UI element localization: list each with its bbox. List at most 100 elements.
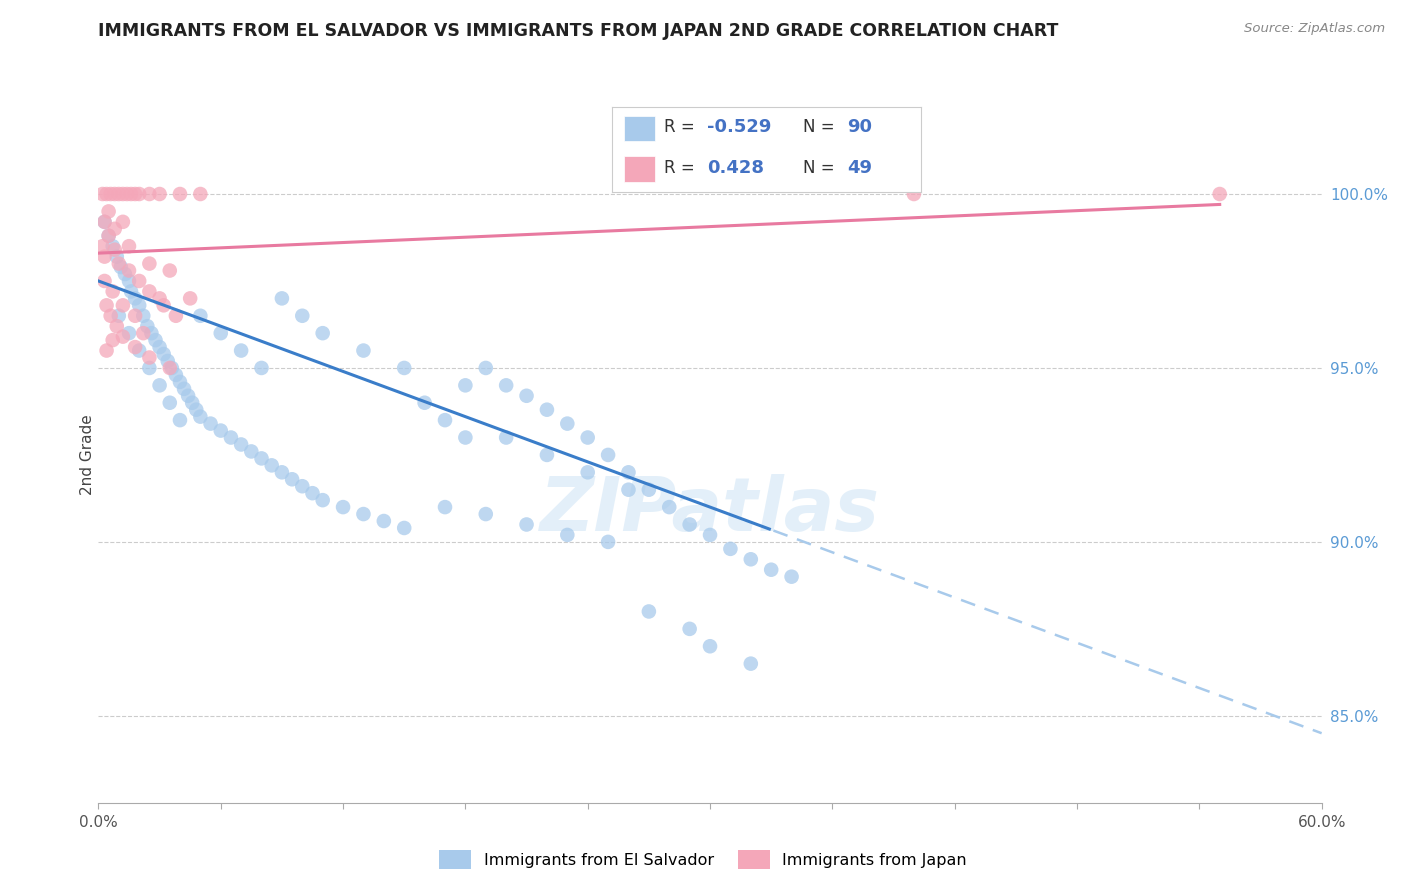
Text: 49: 49 [846,159,872,177]
Point [105,250,128,264]
Point [165,368,187,382]
Point [454,430,477,444]
Point [250,451,273,466]
Point [118,239,141,253]
Point [392,521,416,535]
Point [474,507,498,521]
Point [104,186,127,201]
Point [118,263,141,277]
Point [96,186,118,201]
Text: 0.428: 0.428 [707,159,765,177]
Point [699,528,721,542]
Point [231,343,253,358]
Point [291,309,314,323]
Point [903,186,925,201]
Point [91,186,114,201]
Point [105,319,128,334]
Point [413,395,436,409]
Point [101,285,124,299]
Point [169,186,191,201]
Point [188,409,212,424]
Point [516,517,538,532]
Point [392,360,416,375]
Point [181,395,204,409]
Text: -0.529: -0.529 [707,119,772,136]
Point [454,378,477,392]
Point [516,389,538,403]
Point [638,604,661,618]
Point [108,186,131,201]
Point [433,413,456,427]
Bar [624,156,655,182]
Text: ZIPatlas: ZIPatlas [540,474,880,547]
Point [169,413,191,427]
Point [638,483,661,497]
Point [156,354,179,368]
Point [93,215,115,229]
Point [115,186,138,201]
Point [96,343,118,358]
Point [128,343,150,358]
Point [101,239,124,253]
Point [699,639,721,653]
Point [1208,186,1232,201]
Text: Source: ZipAtlas.com: Source: ZipAtlas.com [1244,22,1385,36]
Point [152,347,174,361]
Point [576,465,599,479]
Point [281,472,304,486]
Point [759,563,782,577]
Point [270,465,294,479]
Point [740,552,762,566]
Point [128,186,150,201]
Legend: Immigrants from El Salvador, Immigrants from Japan: Immigrants from El Salvador, Immigrants … [433,844,973,875]
Point [495,430,517,444]
Point [149,378,172,392]
Point [433,500,456,514]
Point [108,309,131,323]
Text: R =: R = [664,119,700,136]
Text: N =: N = [803,159,841,177]
Point [188,309,212,323]
Point [128,298,150,312]
Point [124,186,146,201]
Point [124,309,146,323]
Y-axis label: 2nd Grade: 2nd Grade [80,415,94,495]
Point [186,402,208,417]
Point [159,263,181,277]
Point [617,465,640,479]
Point [136,319,159,334]
Point [159,360,181,375]
Point [557,528,579,542]
Point [111,215,134,229]
Point [231,437,253,451]
Point [679,622,702,636]
Point [128,274,150,288]
Point [596,448,619,462]
Point [97,228,120,243]
Point [250,360,273,375]
Point [240,444,263,458]
Point [720,541,742,556]
Point [301,486,323,500]
Point [260,458,283,473]
Point [138,285,160,299]
Point [209,326,232,340]
Point [138,351,160,365]
Point [138,186,160,201]
Point [159,395,181,409]
Point [91,239,114,253]
Point [332,500,354,514]
Point [138,256,160,270]
Point [101,333,124,347]
Point [373,514,395,528]
Point [312,493,335,508]
Point [108,256,131,270]
Point [219,430,242,444]
Point [679,517,702,532]
Point [780,569,803,583]
Point [149,340,172,354]
Point [740,657,762,671]
Point [312,326,335,340]
Point [93,250,115,264]
Point [352,507,374,521]
